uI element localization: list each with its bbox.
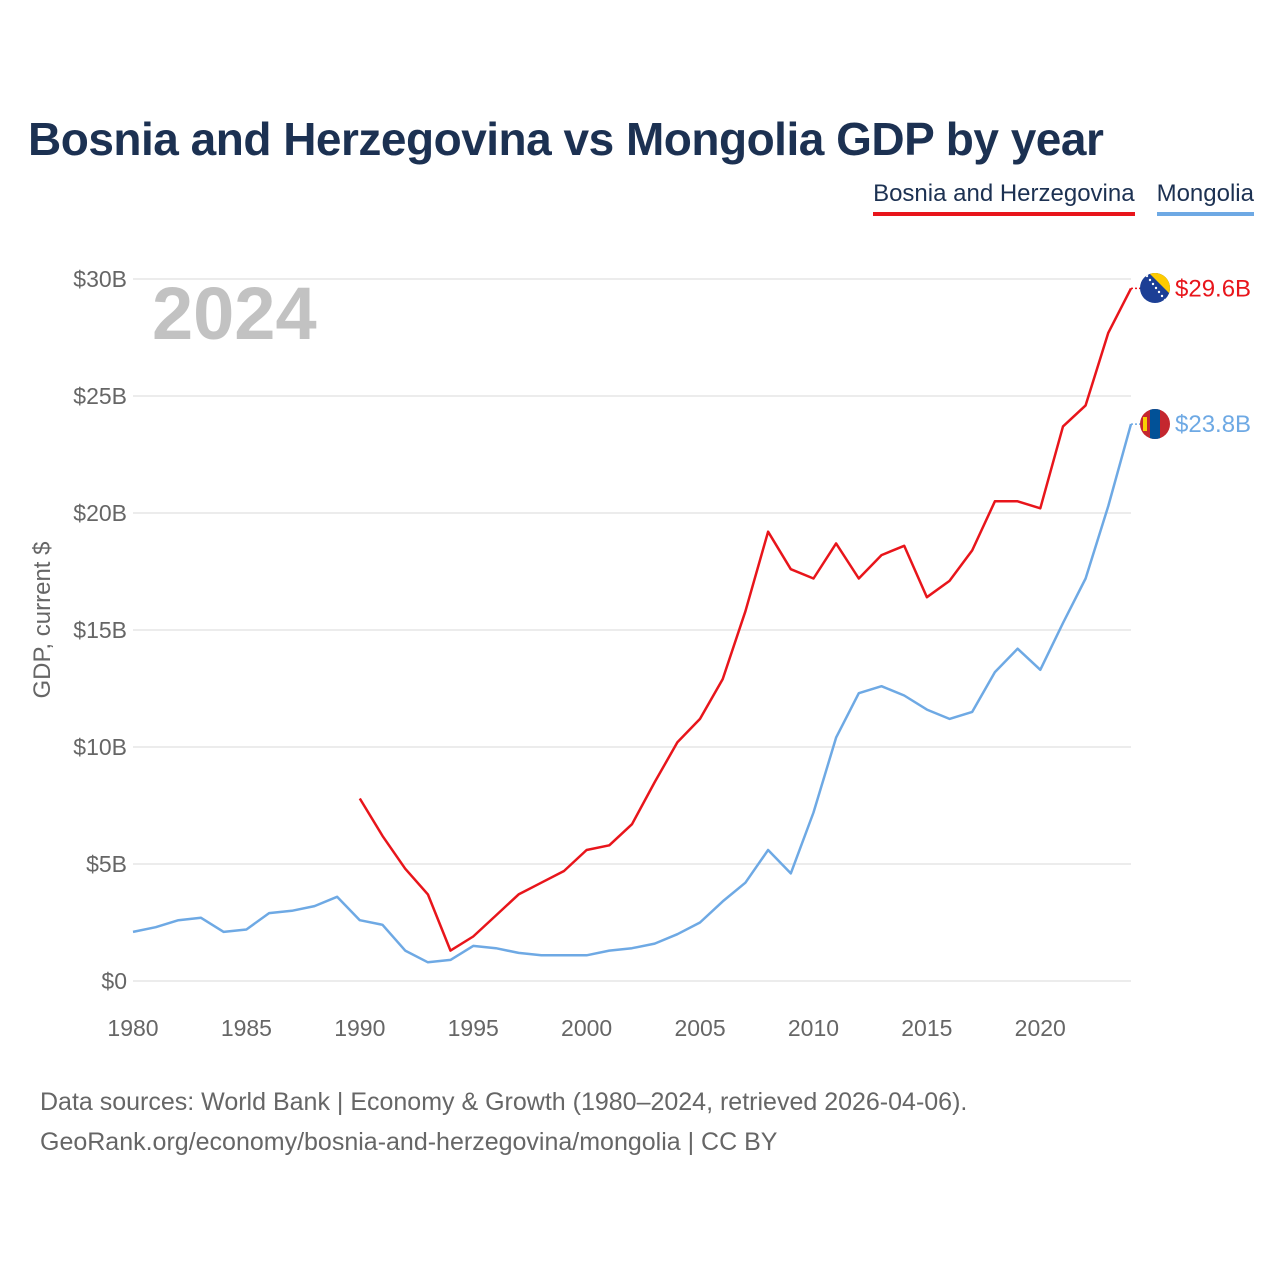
- y-tick-label: $20B: [73, 500, 127, 526]
- y-axis-label: GDP, current $: [29, 542, 56, 699]
- series-group: [132, 287, 1133, 964]
- y-tick-label: $5B: [86, 851, 127, 877]
- x-tick-label: 1990: [334, 1015, 385, 1041]
- footer-url[interactable]: GeoRank.org/economy/bosnia-and-herzegovi…: [40, 1128, 778, 1156]
- x-tick-label: 2010: [788, 1015, 839, 1041]
- grid: [133, 278, 1131, 982]
- legend: Bosnia and Herzegovina Mongolia: [873, 180, 1254, 216]
- x-tick-label: 2005: [674, 1015, 725, 1041]
- series-line-bosnia: [358, 287, 1133, 952]
- chart: $0$5B$10B$15B$20B$25B$30B 1980 1985 1990 19…: [29, 266, 1251, 1041]
- y-tick-label: $15B: [73, 617, 127, 643]
- x-tick-label: 1995: [448, 1015, 499, 1041]
- y-tick-label: $0: [101, 968, 127, 994]
- year-watermark: 2024: [152, 272, 317, 355]
- end-label-bosnia: $29.6B: [1175, 275, 1251, 302]
- chart-title: Bosnia and Herzegovina vs Mongolia GDP b…: [28, 113, 1104, 165]
- footer-sources: Data sources: World Bank | Economy & Gro…: [40, 1088, 968, 1116]
- footer: Data sources: World Bank | Economy & Gro…: [40, 1082, 967, 1162]
- bosnia-flag-icon: [1140, 273, 1170, 303]
- end-label-mongolia: $23.8B: [1175, 411, 1251, 438]
- series-line-mongolia: [132, 423, 1133, 964]
- legend-item-mongolia[interactable]: Mongolia: [1156, 180, 1254, 216]
- end-markers: $29.6B $23.8B: [1131, 275, 1251, 438]
- y-tick-label: $30B: [73, 266, 127, 292]
- x-tick-label: 1985: [221, 1015, 272, 1041]
- legend-item-bosnia[interactable]: Bosnia and Herzegovina: [873, 180, 1135, 216]
- x-tick-label: 1980: [107, 1015, 158, 1041]
- y-tick-label: $25B: [73, 383, 127, 409]
- x-tick-label: 2015: [901, 1015, 952, 1041]
- x-tick-label: 2020: [1015, 1015, 1066, 1041]
- y-axis-ticks: $0 $5B $10B $15B $20B $25B $30B: [73, 266, 127, 994]
- mongolia-flag-icon: [1140, 409, 1170, 439]
- x-tick-label: 2000: [561, 1015, 612, 1041]
- x-axis-ticks: 1980 1985 1990 1995 2000 2005 2010 2015 2020: [107, 1015, 1065, 1041]
- y-tick-label: $10B: [73, 734, 127, 760]
